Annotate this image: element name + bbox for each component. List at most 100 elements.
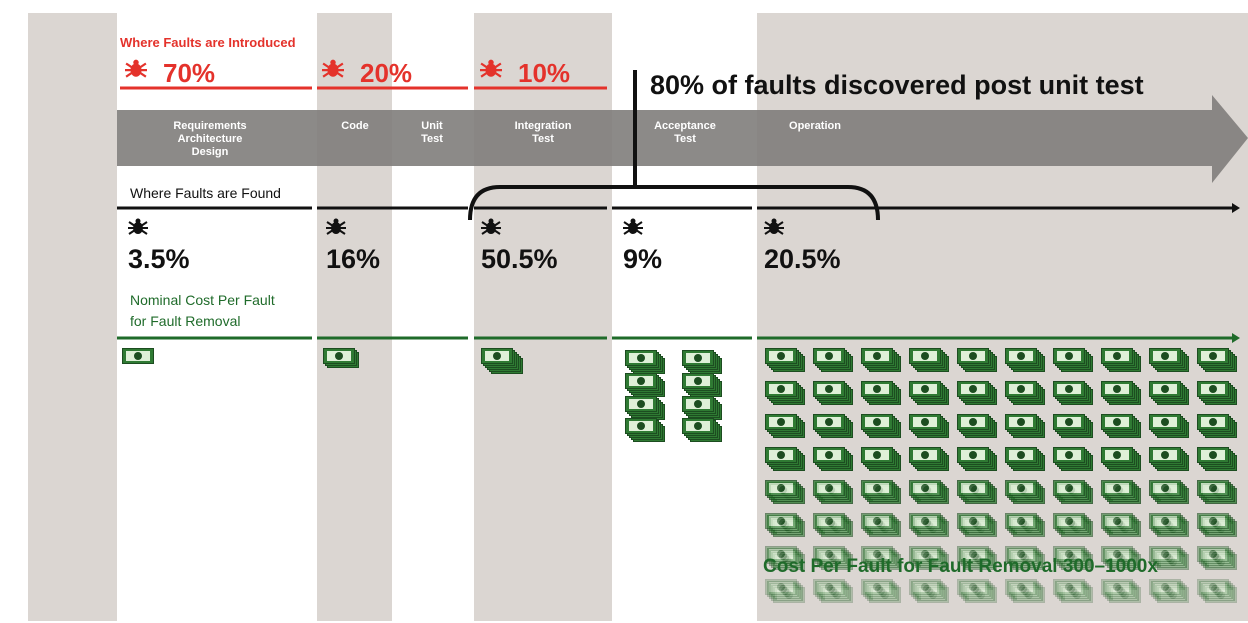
bill-icon: [765, 447, 797, 463]
bill-icon: [625, 418, 657, 434]
bill-icon: [765, 513, 797, 529]
phase-label: Acceptance: [654, 120, 716, 132]
bill-icon: [861, 414, 893, 430]
bill-icon: [765, 579, 797, 595]
introduced-percent: 70%: [163, 58, 215, 88]
phase-label: Test: [674, 133, 696, 145]
phase-label: Design: [192, 146, 229, 158]
bill-icon: [481, 348, 513, 364]
bill-icon: [861, 447, 893, 463]
bill-icon: [909, 513, 941, 529]
found-title: Where Faults are Found: [130, 185, 281, 201]
bill-icon: [1053, 513, 1085, 529]
bill-icon: [1101, 414, 1133, 430]
bill-icon: [1101, 480, 1133, 496]
bill-icon: [1005, 348, 1037, 364]
bill-icon: [1101, 447, 1133, 463]
bill-icon: [1197, 579, 1229, 595]
bill-icon: [861, 480, 893, 496]
bill-icon: [1053, 414, 1085, 430]
bill-icon: [813, 480, 845, 496]
bill-icon: [1149, 579, 1181, 595]
bill-icon: [1005, 480, 1037, 496]
phase-label: Architecture: [178, 133, 243, 145]
bill-icon: [1101, 381, 1133, 397]
found-percent: 20.5%: [764, 244, 841, 274]
phase-arrow: [117, 95, 1248, 183]
bill-icon: [625, 396, 657, 412]
bill-icon: [323, 348, 355, 364]
bill-icon: [1005, 513, 1037, 529]
bill-icon: [957, 414, 989, 430]
bill-icon: [1053, 447, 1085, 463]
phase-label: Test: [421, 133, 443, 145]
bill-icon: [957, 579, 989, 595]
bill-icon: [813, 381, 845, 397]
found-percent: 3.5%: [128, 244, 190, 274]
bill-icon: [682, 418, 714, 434]
introduced-percent: 20%: [360, 58, 412, 88]
bill-icon: [1197, 546, 1229, 562]
bill-icon: [1149, 381, 1181, 397]
bill-icon: [813, 414, 845, 430]
phase-label: Integration: [515, 120, 572, 132]
bill-icon: [1197, 381, 1229, 397]
headline: 80% of faults discovered post unit test: [650, 70, 1144, 100]
bill-icon: [861, 348, 893, 364]
phase-label: Operation: [789, 120, 841, 132]
bill-icon: [813, 447, 845, 463]
bill-icon: [1149, 480, 1181, 496]
bill-icon: [1053, 480, 1085, 496]
bill-icon: [1197, 414, 1229, 430]
bug-icon: [125, 58, 147, 78]
bill-icon: [765, 348, 797, 364]
bill-icon: [765, 381, 797, 397]
bug-icon: [128, 217, 148, 235]
phase-label: Code: [341, 120, 369, 132]
bill-icon: [1149, 414, 1181, 430]
bill-icon: [861, 381, 893, 397]
found-lines: [117, 203, 1240, 213]
cost-title: Nominal Cost Per Fault: [130, 292, 275, 308]
bill-icon: [909, 480, 941, 496]
found-percent: 50.5%: [481, 244, 558, 274]
bill-icon: [957, 480, 989, 496]
bill-icon: [682, 373, 714, 389]
bill-icon: [957, 447, 989, 463]
introduced-percent: 10%: [518, 58, 570, 88]
bill-icon: [1149, 447, 1181, 463]
found-percent: 16%: [326, 244, 380, 274]
bill-icon: [813, 348, 845, 364]
bill-icon: [1101, 348, 1133, 364]
introduced-title: Where Faults are Introduced: [120, 35, 296, 50]
cost-note: Cost Per Fault for Fault Removal 300–100…: [763, 556, 1158, 577]
bill-icon: [957, 348, 989, 364]
phase-label: Requirements: [173, 120, 246, 132]
bill-icon: [1053, 348, 1085, 364]
bill-icon: [861, 513, 893, 529]
bill-icon: [813, 579, 845, 595]
cost-lines: [117, 333, 1240, 343]
bill-icon: [682, 350, 714, 366]
bill-icon: [625, 373, 657, 389]
bill-icon: [1197, 480, 1229, 496]
found-percent: 9%: [623, 244, 662, 274]
brace: [468, 70, 880, 221]
bill-icon: [1053, 381, 1085, 397]
bill-icon: [957, 513, 989, 529]
bill-icon: [1197, 447, 1229, 463]
bill-icon: [1005, 447, 1037, 463]
bill-icon: [861, 579, 893, 595]
bug-icon: [623, 217, 643, 235]
bill-icon: [909, 579, 941, 595]
bill-icon: [1197, 348, 1229, 364]
bill-icon: [1005, 414, 1037, 430]
bill-icon: [765, 480, 797, 496]
phase-label: Test: [532, 133, 554, 145]
bill-icon: [1149, 348, 1181, 364]
bill-icon: [1005, 381, 1037, 397]
bill-icon: [1053, 579, 1085, 595]
phase-label: Unit: [421, 120, 443, 132]
bill-icon: [957, 381, 989, 397]
